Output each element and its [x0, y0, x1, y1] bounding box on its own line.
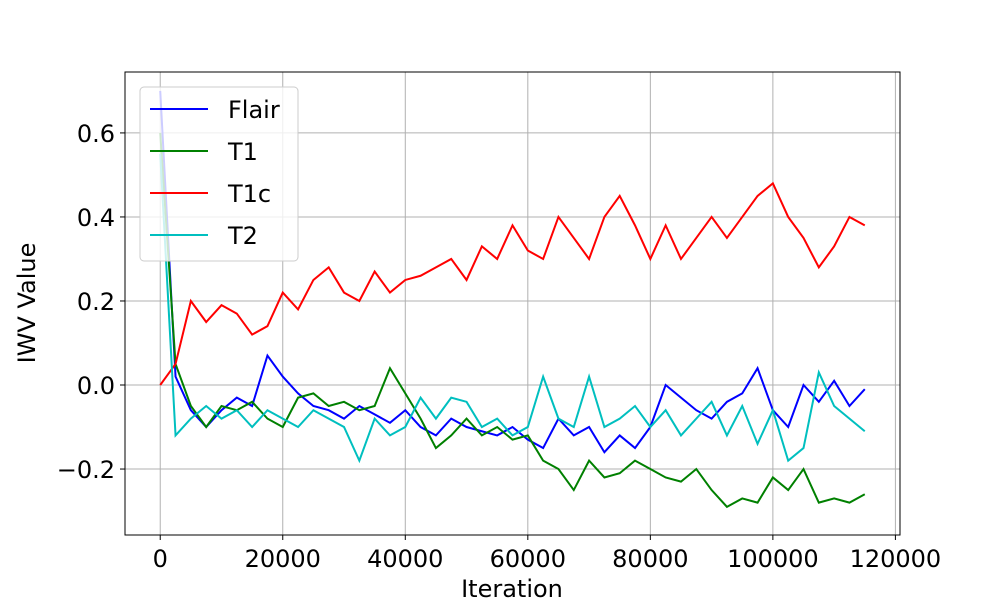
- legend-label: T2: [227, 222, 258, 250]
- y-tick-label: 0.6: [77, 120, 115, 148]
- series-line: [159, 181, 866, 386]
- plot-frame: [124, 71, 901, 536]
- legend-label: T1c: [227, 180, 271, 208]
- legend-box: [139, 86, 299, 262]
- legend-label: T1: [227, 138, 258, 166]
- x-tick-label: 0: [153, 545, 168, 573]
- x-tick-label: 100000: [727, 545, 819, 573]
- legend-label: Flair: [228, 96, 280, 124]
- series-line: [159, 132, 866, 509]
- y-tick-label: −0.2: [57, 456, 115, 484]
- series-line: [159, 153, 866, 464]
- series-line: [159, 90, 866, 454]
- x-axis-label: Iteration: [461, 575, 563, 600]
- x-tick-label: 120000: [850, 545, 942, 573]
- x-tick-label: 20000: [245, 545, 321, 573]
- x-tick-label: 80000: [612, 545, 688, 573]
- y-tick-label: 0.4: [77, 204, 115, 232]
- y-tick-label: 0.2: [77, 288, 115, 316]
- y-tick-label: 0.0: [77, 372, 115, 400]
- y-axis-label: IWV Value: [13, 243, 41, 364]
- x-tick-label: 40000: [367, 545, 443, 573]
- x-tick-label: 60000: [490, 545, 566, 573]
